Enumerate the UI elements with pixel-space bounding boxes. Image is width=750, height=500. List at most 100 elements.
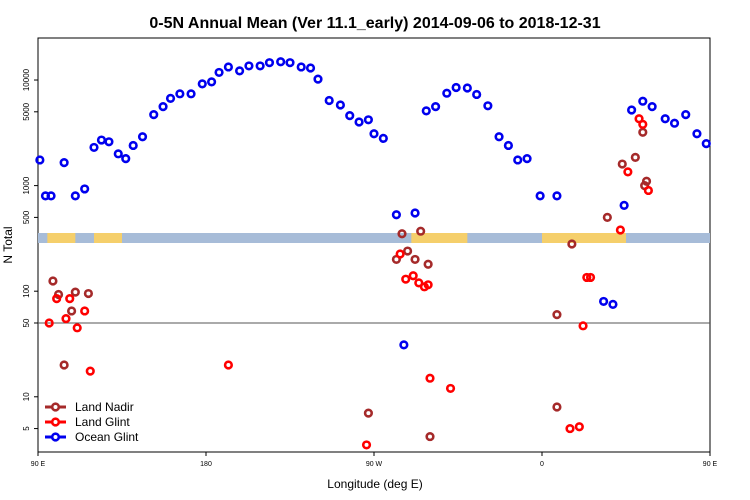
data-point [425, 373, 435, 383]
data-point [602, 212, 612, 222]
y-tick-label: 5000 [22, 102, 31, 120]
data-point [623, 167, 633, 177]
data-point [354, 117, 364, 127]
data-points [35, 57, 711, 450]
data-point [235, 66, 245, 76]
data-point [35, 155, 45, 165]
data-point [121, 154, 131, 164]
data-point [59, 360, 69, 370]
data-point [619, 200, 629, 210]
data-point [410, 254, 420, 265]
data-point [408, 271, 418, 281]
data-point [149, 110, 159, 120]
x-tick-label: 90 E [31, 461, 46, 468]
data-point [264, 58, 275, 68]
data-point [165, 93, 176, 103]
data-point [66, 306, 77, 316]
data-point [483, 101, 493, 111]
data-point [104, 137, 114, 147]
data-point [70, 287, 80, 297]
data-point [423, 280, 433, 290]
legend-swatch-marker [50, 417, 61, 427]
data-point [80, 184, 90, 194]
ocean-band [38, 233, 710, 243]
data-point [128, 140, 138, 151]
y-tick-label: 10 [22, 392, 31, 401]
data-point [638, 96, 648, 106]
data-point [305, 63, 316, 73]
data-point [397, 229, 407, 239]
data-point [72, 323, 82, 333]
data-point [403, 246, 413, 256]
data-point [445, 383, 456, 394]
y-tick-label: 5 [22, 426, 31, 431]
plot-area [37, 37, 711, 453]
data-point [513, 155, 523, 165]
data-point [535, 191, 545, 201]
data-point [416, 226, 426, 236]
data-point [70, 191, 80, 201]
data-point [681, 110, 691, 120]
data-point [207, 77, 217, 87]
data-point [244, 61, 254, 71]
x-tick-label: 90 W [366, 461, 383, 468]
data-point [324, 95, 334, 106]
data-point [186, 89, 196, 99]
series-ocean-glint [35, 57, 711, 350]
data-point [61, 314, 71, 324]
x-axis: 90 E 180 90 W 0 90 E [31, 452, 718, 468]
data-point [638, 119, 648, 129]
data-point [692, 129, 702, 139]
data-point [395, 249, 405, 259]
data-point [552, 402, 562, 412]
y-tick-label: 10000 [22, 68, 31, 91]
data-point [472, 89, 482, 100]
data-point [462, 83, 472, 93]
data-point [214, 67, 224, 78]
data-point [630, 152, 640, 162]
data-point [608, 299, 618, 309]
series-land-nadir [48, 127, 652, 442]
data-point [96, 135, 107, 145]
data-point [617, 159, 627, 169]
data-point [522, 154, 532, 164]
data-point [313, 74, 323, 84]
data-point [598, 296, 609, 307]
legend-label: Land Nadir [75, 400, 134, 414]
data-point [578, 321, 588, 331]
data-point [52, 294, 62, 304]
data-point [345, 111, 355, 121]
y-axis-label: N Total [1, 226, 15, 263]
data-point [494, 132, 504, 142]
data-point [552, 310, 562, 320]
data-point [643, 185, 654, 196]
land-span [94, 233, 122, 243]
data-point [567, 239, 577, 249]
data-point [85, 366, 95, 376]
data-point [669, 118, 680, 128]
data-point [425, 431, 435, 442]
data-point [647, 102, 657, 112]
data-point [48, 276, 58, 286]
data-point [585, 272, 596, 283]
data-point [399, 340, 409, 350]
data-point [442, 88, 452, 98]
y-tick-label: 500 [22, 210, 31, 224]
land-span [411, 233, 468, 243]
legend-label: Ocean Glint [75, 430, 139, 444]
y-tick-label: 50 [22, 318, 31, 327]
data-point [451, 82, 461, 93]
data-point [44, 318, 54, 328]
land-mask-band [38, 233, 710, 243]
data-point [421, 106, 431, 116]
data-point [80, 306, 90, 316]
plot-frame [37, 37, 711, 453]
x-tick-label: 0 [540, 461, 544, 468]
y-tick-label: 100 [22, 284, 31, 298]
x-axis-label: Longitude (deg E) [327, 477, 422, 491]
y-axis: 5 10 50 100 500 1000 5000 10000 [22, 68, 38, 431]
data-point [276, 57, 286, 67]
data-point [285, 58, 295, 68]
y-tick-label: 1000 [22, 176, 31, 194]
